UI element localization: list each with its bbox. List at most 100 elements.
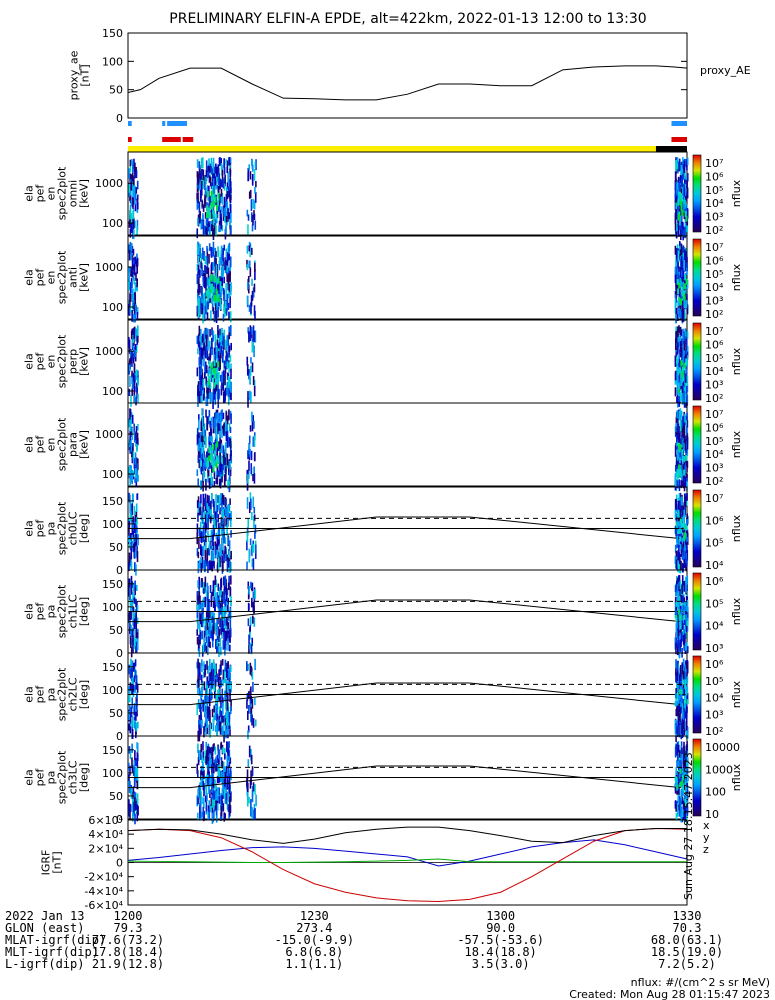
spec_anti-pixel bbox=[224, 306, 226, 318]
pa_ch2-pixel bbox=[246, 693, 249, 702]
pa_ch0-pixel bbox=[683, 544, 686, 557]
spec_perp-pixel bbox=[217, 396, 220, 409]
spec_perp-pixel bbox=[248, 390, 251, 401]
pa_ch0-pixel bbox=[676, 526, 678, 539]
spec_omni-pixel bbox=[133, 177, 135, 186]
spec_omni-core bbox=[677, 214, 680, 221]
spec_para-core bbox=[209, 444, 212, 451]
pa_ch2-pixel bbox=[206, 685, 209, 696]
spec_omni-pixel bbox=[227, 208, 229, 219]
pa_ch0-pixel bbox=[218, 502, 220, 511]
spec_para-pixel bbox=[229, 466, 232, 477]
pa_ch0-pixel bbox=[222, 495, 224, 502]
pa_ch0-pixel bbox=[131, 541, 133, 552]
axis-row-value: 3.5(3.0) bbox=[472, 957, 530, 971]
spec_perp-pixel bbox=[136, 387, 138, 399]
spec_para-pixel bbox=[133, 423, 135, 433]
spec_omni-pixel bbox=[134, 185, 136, 197]
pa_ch1-pixel bbox=[196, 629, 199, 636]
spec_perp-pixel bbox=[676, 356, 678, 365]
pa_ch1-pixel bbox=[207, 592, 209, 603]
spec_omni-pixel bbox=[253, 213, 256, 221]
pa_ch1-pixel bbox=[224, 618, 226, 626]
colorbar bbox=[692, 405, 702, 484]
igrf-series-y bbox=[127, 858, 687, 863]
pa_ch2-pixel bbox=[128, 664, 131, 675]
pa_ch1-pixel bbox=[681, 584, 683, 595]
spec_para-pixel bbox=[202, 471, 205, 482]
pa_ch0-pixel bbox=[675, 559, 678, 570]
spec_perp-core bbox=[217, 375, 220, 382]
pa_ch2-pixel bbox=[134, 685, 137, 694]
pa_ch2-pixel bbox=[224, 702, 227, 710]
pa_ch1-pixel bbox=[679, 635, 681, 643]
pa_ch3-pixel bbox=[136, 756, 139, 767]
pa_ch0-core bbox=[681, 522, 684, 528]
spec_para-pixel bbox=[213, 480, 216, 488]
spec_para-pixel bbox=[678, 458, 681, 471]
spec_perp-pixel bbox=[220, 385, 223, 396]
spec_anti-core bbox=[205, 290, 208, 297]
spec_perp-pixel bbox=[684, 330, 687, 337]
pa_ch3-pixel bbox=[678, 804, 680, 811]
pa_ch3-pixel bbox=[682, 811, 685, 821]
spec_para-pixel bbox=[249, 448, 251, 457]
spec_omni-pixel bbox=[131, 159, 133, 166]
pa_ch0-pixel bbox=[251, 512, 253, 521]
spec_perp-core bbox=[216, 378, 219, 385]
pa_ch2-pixel bbox=[682, 687, 684, 697]
spec_para-pixel bbox=[228, 478, 230, 486]
pa_ch3-pixel bbox=[682, 800, 685, 810]
pa_ch3-pixel bbox=[222, 747, 224, 754]
spec_perp-pixel bbox=[222, 379, 225, 391]
spec_para-pixel bbox=[222, 455, 224, 464]
pa_ch2-pixel bbox=[684, 711, 687, 719]
spec_perp-core bbox=[209, 382, 212, 389]
spec_para-pixel bbox=[251, 411, 253, 422]
proxy-ae-legend: proxy_AE bbox=[700, 64, 751, 77]
pa_ch2-pixel bbox=[221, 688, 224, 698]
colorbar-label: nflux bbox=[730, 680, 743, 708]
pa_ch1-pixel bbox=[684, 647, 687, 654]
pa_ch2-core bbox=[680, 701, 683, 707]
spec_perp-pixel bbox=[209, 346, 212, 359]
pa_ch3-pixel bbox=[131, 757, 133, 769]
pa_ch1-pixel bbox=[227, 638, 229, 645]
pa_ch3-pixel bbox=[225, 794, 228, 802]
spec_omni-pixel bbox=[220, 158, 222, 165]
spec_para-pixel bbox=[197, 435, 199, 444]
pa_ch1-pixel bbox=[130, 610, 132, 620]
spec_para-pixel bbox=[223, 474, 226, 487]
spec_para-pixel bbox=[226, 453, 229, 466]
spec_para-core bbox=[677, 442, 680, 449]
pa_ch3-core bbox=[684, 787, 687, 793]
spec_omni-pixel bbox=[202, 157, 204, 169]
pa_ch1-pixel bbox=[132, 582, 135, 592]
spec_para-pixel bbox=[131, 431, 133, 441]
spec_perp-pixel bbox=[680, 371, 682, 382]
spec_perp-core bbox=[677, 384, 680, 391]
pa_ch0-pixel bbox=[677, 539, 680, 547]
pa_ch0-pixel bbox=[253, 515, 255, 528]
spec_anti-pixel bbox=[133, 263, 136, 276]
spec_anti-pixel bbox=[222, 287, 225, 295]
spec_anti-core bbox=[209, 292, 212, 299]
pa_ch2-pixel bbox=[247, 710, 249, 721]
pa_ch3-pixel bbox=[210, 775, 212, 787]
pa_ch0-pixel bbox=[204, 532, 206, 544]
spec_perp-core bbox=[679, 367, 682, 374]
spec_omni-pixel bbox=[685, 192, 688, 202]
spec_para-pixel bbox=[197, 478, 200, 487]
spec_para-pixel bbox=[675, 442, 677, 450]
spec_omni-pixel bbox=[205, 215, 208, 227]
pa_ch2-core bbox=[674, 693, 677, 699]
spec_anti-pixel bbox=[246, 264, 249, 271]
pa_ch2-pixel bbox=[224, 718, 227, 728]
spec_perp-pixel bbox=[676, 336, 679, 347]
pa_ch3-pixel bbox=[201, 769, 203, 780]
spec_para-pixel bbox=[250, 463, 253, 474]
pa_ch2-pixel bbox=[686, 692, 689, 702]
pa_ch3-pixel bbox=[129, 786, 131, 794]
pa_ch1-pixel bbox=[226, 616, 228, 626]
spec_omni-core bbox=[210, 203, 213, 210]
